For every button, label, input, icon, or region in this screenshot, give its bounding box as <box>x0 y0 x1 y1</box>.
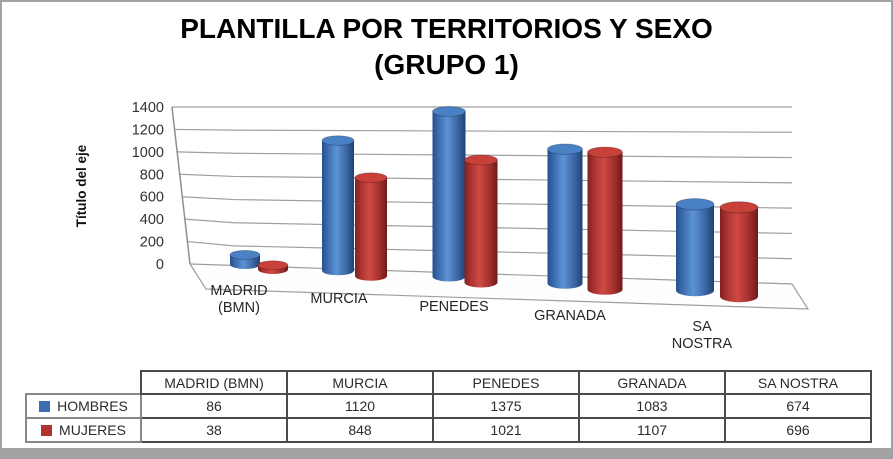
y-axis-tick-label: 1200 <box>132 122 164 138</box>
y-axis-tick-label: 200 <box>140 235 164 251</box>
table-column-header: GRANADA <box>578 370 726 395</box>
y-axis-title: Título del eje <box>74 144 89 227</box>
table-value-cell: 38 <box>140 417 288 443</box>
chart-title: PLANTILLA POR TERRITORIOS Y SEXO (GRUPO … <box>2 11 891 83</box>
cylinder-hombres <box>675 198 715 297</box>
table-row-label: MUJERES <box>25 417 142 443</box>
cylinder-hombres <box>321 135 355 276</box>
cylinder-hombres <box>432 106 466 282</box>
y-axis-tick-label: 0 <box>156 257 164 273</box>
legend-swatch-icon <box>41 425 53 436</box>
y-axis-tick-label: 1000 <box>132 145 164 161</box>
table-value-cell: 1107 <box>578 417 726 443</box>
cylinder-mujeres <box>464 154 498 288</box>
y-axis-line <box>171 106 191 265</box>
cylinder-mujeres <box>354 172 388 281</box>
table-value-cell: 696 <box>724 417 872 443</box>
table-value-cell: 1120 <box>286 393 434 419</box>
table-row: MUJERES 38 848 1021 1107 696 <box>25 417 872 443</box>
table-corner-blank <box>26 371 141 394</box>
cylinder-mujeres <box>587 146 623 295</box>
table-column-header: MADRID (BMN) <box>140 370 288 395</box>
data-table: MADRID (BMN) MURCIA PENEDES GRANADA SA NOSTR… <box>25 370 872 443</box>
table-value-cell: 1021 <box>432 417 580 443</box>
chart-title-line2: (GRUPO 1) <box>374 49 519 80</box>
category-label: MURCIA <box>310 291 368 307</box>
cylinder-mujeres <box>719 201 759 303</box>
y-axis-tick-label: 1400 <box>132 100 164 116</box>
y-axis-tick-label: 800 <box>140 167 164 183</box>
gridline <box>174 128 793 133</box>
cylinder-hombres <box>547 143 583 289</box>
table-value-cell: 86 <box>140 393 288 419</box>
y-axis-tick-label: 600 <box>140 190 164 206</box>
table-column-header: MURCIA <box>286 370 434 395</box>
category-label: SA <box>692 319 712 335</box>
table-value-cell: 1083 <box>578 393 726 419</box>
category-label: PENEDES <box>419 299 488 315</box>
cylinder-mujeres <box>257 260 289 274</box>
legend-swatch-icon <box>39 401 51 412</box>
category-label: GRANADA <box>534 308 606 324</box>
category-label: MADRID <box>210 283 267 299</box>
cylinder-hombres <box>229 249 261 269</box>
table-row: HOMBRES 86 1120 1375 1083 674 <box>25 393 872 419</box>
table-column-header: PENEDES <box>432 370 580 395</box>
y-axis-tick-label: 400 <box>140 212 164 228</box>
table-value-cell: 674 <box>724 393 872 419</box>
chart-title-line1: PLANTILLA POR TERRITORIOS Y SEXO <box>180 13 713 44</box>
table-column-header: SA NOSTRA <box>724 370 872 395</box>
data-table-container: MADRID (BMN) MURCIA PENEDES GRANADA SA NOSTR… <box>25 370 872 443</box>
table-value-cell: 1375 <box>432 393 580 419</box>
category-label: (BMN) <box>218 300 260 316</box>
table-value-cell: 848 <box>286 417 434 443</box>
table-row-label: HOMBRES <box>25 393 142 419</box>
category-label: NOSTRA <box>672 336 733 352</box>
